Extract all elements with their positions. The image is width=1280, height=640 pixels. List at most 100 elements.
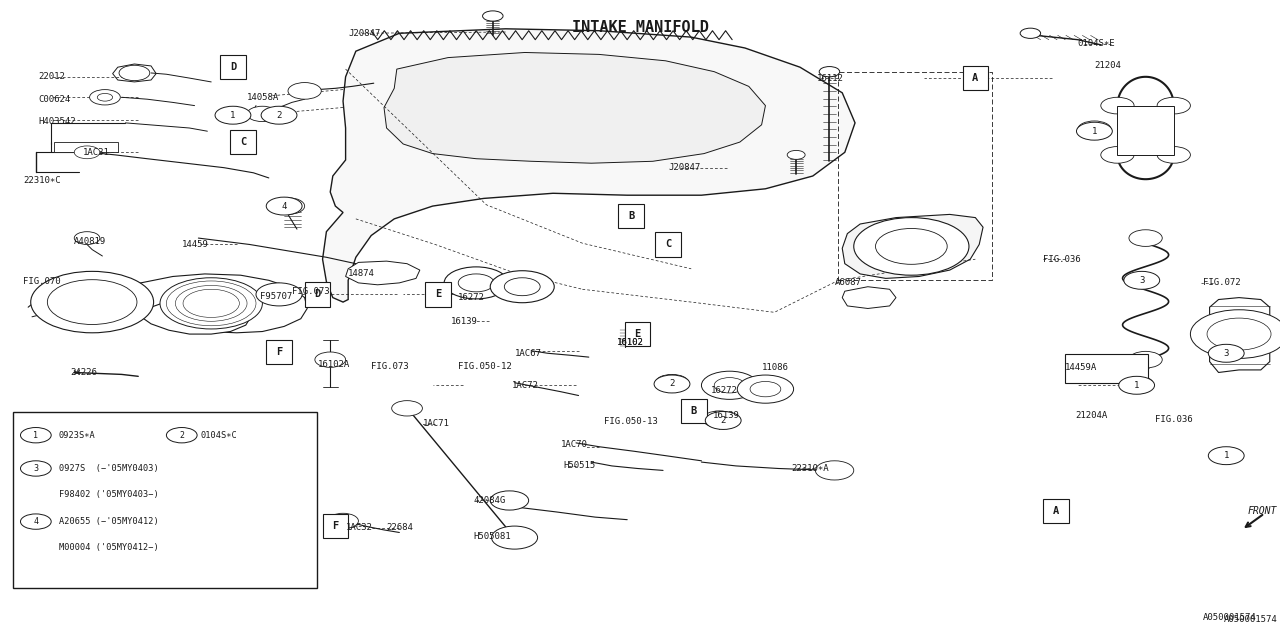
Polygon shape xyxy=(115,274,307,333)
Circle shape xyxy=(701,371,758,399)
Text: 16272: 16272 xyxy=(458,293,485,302)
Bar xyxy=(1065,354,1148,383)
Circle shape xyxy=(1207,318,1271,350)
Circle shape xyxy=(1120,376,1153,392)
Text: 0927S  (−'05MY0403): 0927S (−'05MY0403) xyxy=(59,464,159,473)
Text: A050001574: A050001574 xyxy=(1203,613,1257,622)
Text: 0104S∗E: 0104S∗E xyxy=(1078,39,1115,48)
Text: 1: 1 xyxy=(33,431,38,440)
Text: 16102A: 16102A xyxy=(317,360,349,369)
Text: J20847: J20847 xyxy=(668,163,700,172)
Circle shape xyxy=(392,401,422,416)
Text: A40819: A40819 xyxy=(74,237,106,246)
Text: FRONT: FRONT xyxy=(1248,506,1277,516)
Text: H403542: H403542 xyxy=(38,117,76,126)
Circle shape xyxy=(655,374,689,391)
Text: M00004 ('05MY0412−): M00004 ('05MY0412−) xyxy=(59,543,159,552)
Text: 22310∗C: 22310∗C xyxy=(23,176,60,185)
Circle shape xyxy=(119,65,150,81)
Text: A: A xyxy=(973,73,978,83)
Circle shape xyxy=(490,491,529,510)
Text: C: C xyxy=(241,137,246,147)
Text: 21204A: 21204A xyxy=(1075,412,1107,420)
Circle shape xyxy=(492,526,538,549)
Text: C: C xyxy=(666,239,671,250)
Text: D: D xyxy=(230,62,236,72)
Text: A: A xyxy=(1053,506,1059,516)
Text: 14459: 14459 xyxy=(182,240,209,249)
Text: 2: 2 xyxy=(276,111,282,120)
Text: 14874: 14874 xyxy=(348,269,375,278)
Text: F: F xyxy=(333,521,338,531)
Circle shape xyxy=(166,281,256,326)
Text: 22012: 22012 xyxy=(38,72,65,81)
Circle shape xyxy=(31,271,154,333)
Circle shape xyxy=(1129,230,1162,246)
Bar xyxy=(618,204,644,228)
Text: FIG.072: FIG.072 xyxy=(1203,278,1240,287)
Text: 0923S∗A: 0923S∗A xyxy=(59,431,96,440)
Text: 3: 3 xyxy=(1224,349,1229,358)
Circle shape xyxy=(90,90,120,105)
Circle shape xyxy=(1208,344,1244,362)
Bar xyxy=(681,399,707,423)
Bar xyxy=(54,142,118,152)
Circle shape xyxy=(1157,147,1190,163)
Text: 14058A: 14058A xyxy=(247,93,279,102)
Circle shape xyxy=(160,278,262,329)
Circle shape xyxy=(328,513,358,529)
Text: 1AC32: 1AC32 xyxy=(346,524,372,532)
Text: 16102: 16102 xyxy=(617,338,644,347)
Circle shape xyxy=(74,232,100,244)
Circle shape xyxy=(705,412,741,429)
Text: C00624: C00624 xyxy=(38,95,70,104)
Bar xyxy=(323,514,348,538)
Text: 2: 2 xyxy=(669,380,675,388)
Text: E: E xyxy=(635,329,640,339)
Bar xyxy=(266,340,292,364)
Circle shape xyxy=(47,280,137,324)
Circle shape xyxy=(1076,122,1112,140)
Text: A6087: A6087 xyxy=(835,278,861,287)
Text: D: D xyxy=(315,289,320,300)
Polygon shape xyxy=(842,287,896,308)
Circle shape xyxy=(261,106,297,124)
Text: 4: 4 xyxy=(282,202,287,211)
Bar xyxy=(230,130,256,154)
Text: 22310∗A: 22310∗A xyxy=(791,464,828,473)
Text: INTAKE MANIFOLD: INTAKE MANIFOLD xyxy=(572,20,708,35)
Text: 11086: 11086 xyxy=(762,364,788,372)
Text: 42084G: 42084G xyxy=(474,496,506,505)
Text: 16139: 16139 xyxy=(713,412,740,420)
Text: FIG.070: FIG.070 xyxy=(23,277,60,286)
Circle shape xyxy=(815,461,854,480)
Circle shape xyxy=(483,11,503,21)
Circle shape xyxy=(175,285,247,321)
Circle shape xyxy=(256,283,302,306)
Circle shape xyxy=(737,375,794,403)
Text: F: F xyxy=(276,347,282,357)
Text: 24226: 24226 xyxy=(70,368,97,377)
Circle shape xyxy=(288,83,321,99)
Text: FIG.073: FIG.073 xyxy=(292,287,329,296)
Text: 1: 1 xyxy=(1134,381,1139,390)
Circle shape xyxy=(654,375,690,393)
Text: FIG.050-12: FIG.050-12 xyxy=(458,362,512,371)
Text: H50515: H50515 xyxy=(563,461,595,470)
Circle shape xyxy=(215,106,251,124)
Text: B: B xyxy=(628,211,634,221)
Circle shape xyxy=(173,284,250,323)
Text: 1AC72: 1AC72 xyxy=(512,381,539,390)
Circle shape xyxy=(663,378,681,387)
Text: 0104S∗C: 0104S∗C xyxy=(201,431,238,440)
Polygon shape xyxy=(113,64,156,82)
Text: 16139: 16139 xyxy=(451,317,477,326)
Text: 1: 1 xyxy=(1224,451,1229,460)
Text: 16112: 16112 xyxy=(817,74,844,83)
Circle shape xyxy=(854,218,969,275)
Text: 16272: 16272 xyxy=(710,386,737,395)
Polygon shape xyxy=(1210,298,1270,372)
Text: 1: 1 xyxy=(230,111,236,120)
Text: 3: 3 xyxy=(1139,276,1144,285)
Circle shape xyxy=(1119,376,1155,394)
